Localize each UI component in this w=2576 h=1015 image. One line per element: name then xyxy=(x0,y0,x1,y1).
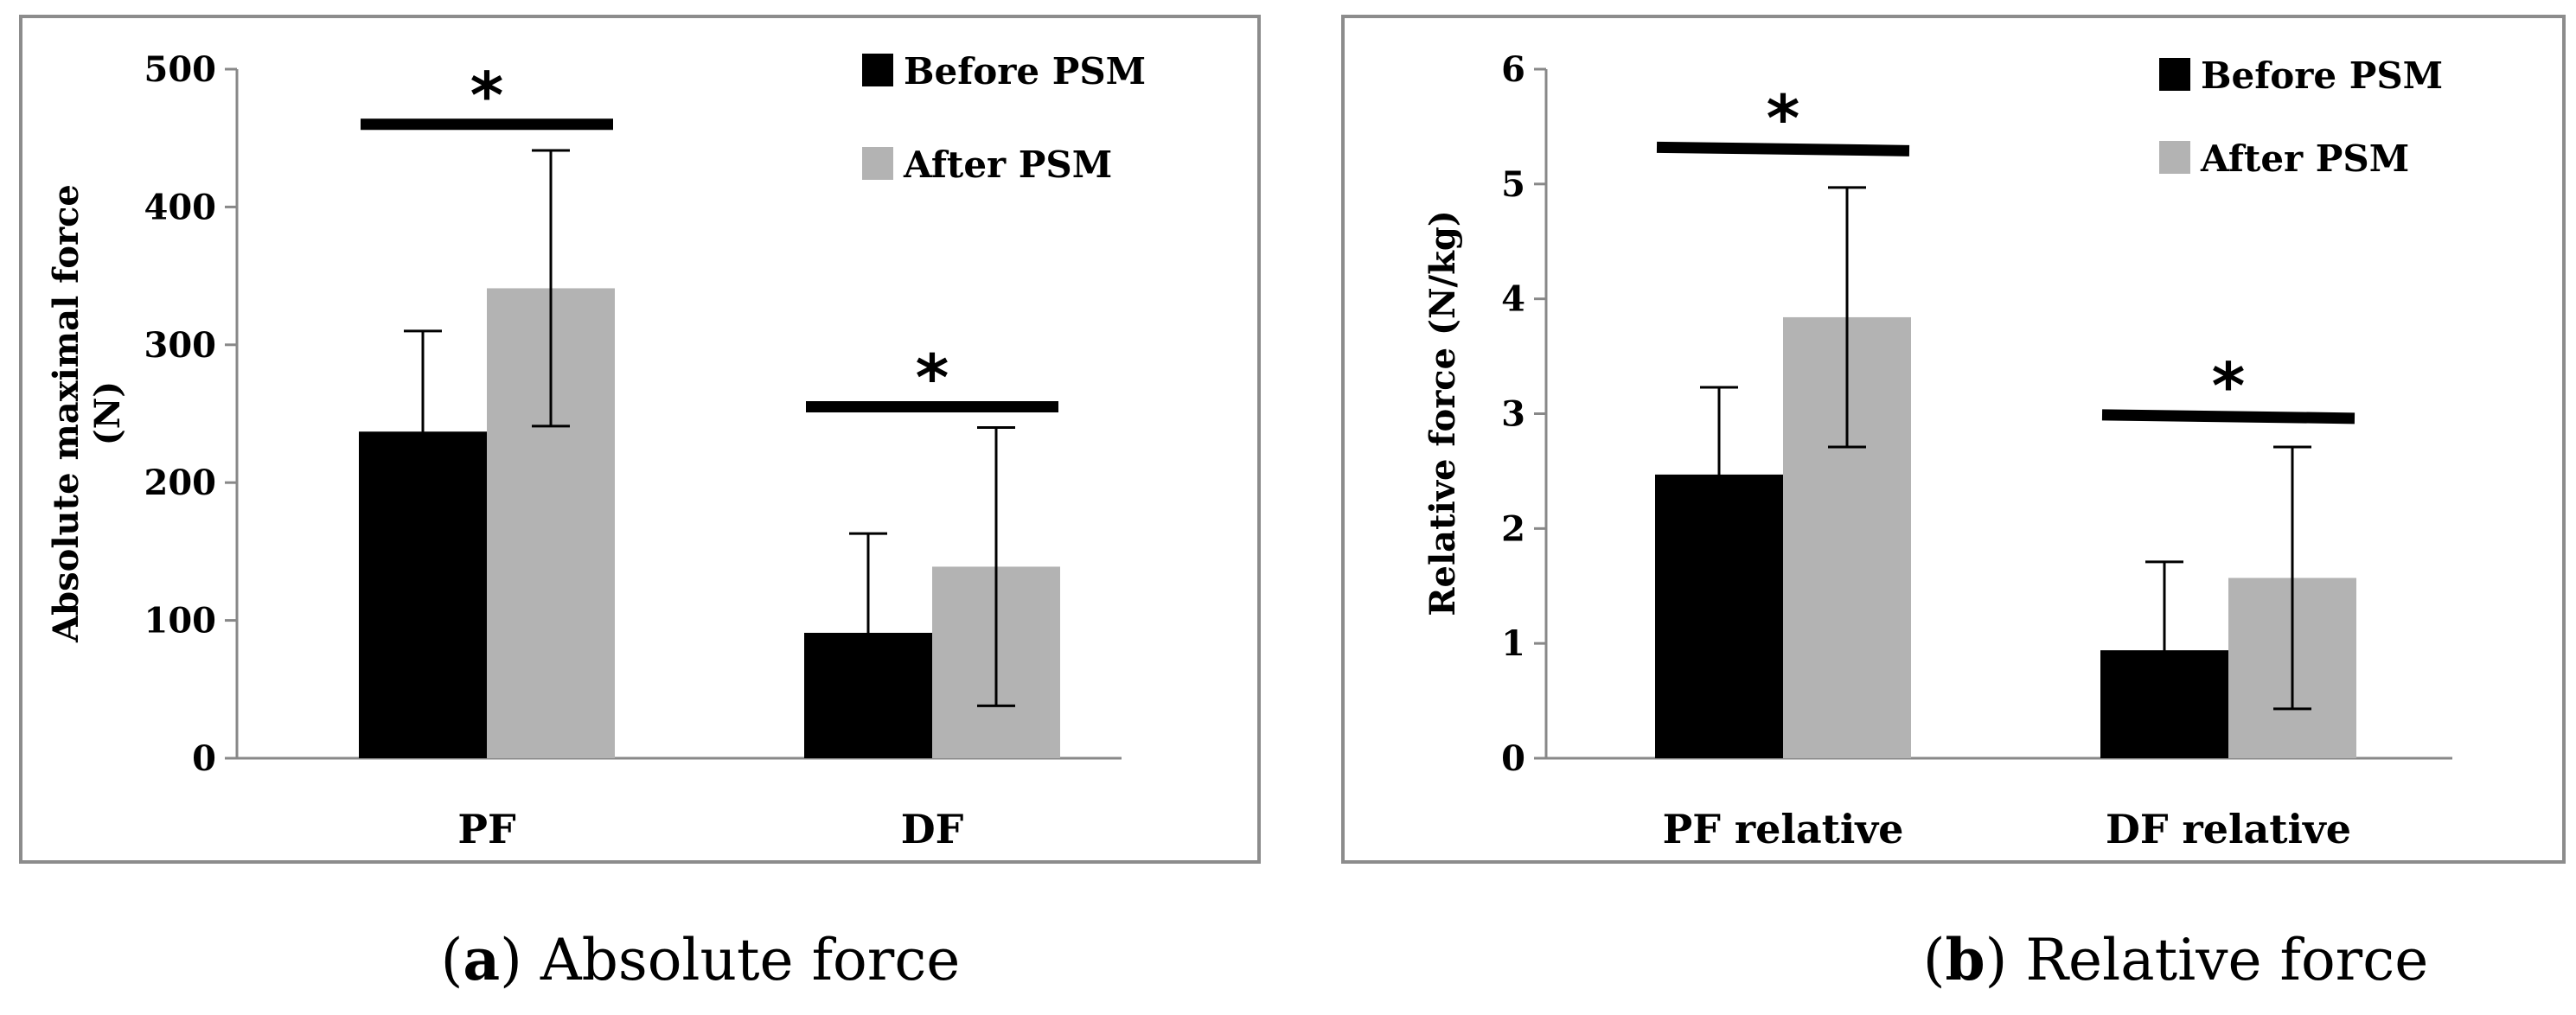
legend-swatch-before xyxy=(862,54,893,86)
legend-label: Before PSM xyxy=(2201,54,2443,97)
legend-swatch-after xyxy=(2159,141,2190,174)
legend-label: After PSM xyxy=(903,144,1112,186)
significance-star: * xyxy=(916,342,949,416)
y-tick-label: 400 xyxy=(144,187,217,227)
legend-swatch-before xyxy=(2159,58,2190,91)
x-category-label: PF xyxy=(457,806,516,852)
significance-line xyxy=(2101,409,2355,425)
y-tick-label: 5 xyxy=(1501,164,1525,205)
x-category-label: DF xyxy=(901,806,964,852)
x-category-label: PF relative xyxy=(1663,806,1904,852)
y-tick-label: 4 xyxy=(1501,279,1525,320)
panel-b-chart: 0 1 2 3 4 5 6 Relative force (N/kg) PF relative D… xyxy=(1341,15,2566,864)
legend-label: After PSM xyxy=(2200,137,2409,180)
significance-star: * xyxy=(1767,81,1800,156)
y-tick-label: 200 xyxy=(144,463,217,503)
significance-star: * xyxy=(470,59,504,133)
y-tick-label: 100 xyxy=(144,601,217,642)
y-axis-label: (N) xyxy=(87,381,128,445)
legend-swatch-after xyxy=(862,147,893,180)
y-tick-label: 1 xyxy=(1501,623,1525,664)
x-category-label: DF relative xyxy=(2106,806,2351,852)
y-tick-label: 500 xyxy=(144,49,217,90)
panel-b-caption: (b) Relative force xyxy=(1923,926,2429,993)
y-axis-label: Relative force (N/kg) xyxy=(1422,210,1463,616)
y-tick-label: 3 xyxy=(1501,394,1525,435)
significance-star: * xyxy=(2212,349,2246,424)
significance-line xyxy=(1656,141,1910,156)
legend-label: Before PSM xyxy=(904,50,1146,93)
y-tick-label: 6 xyxy=(1501,49,1525,90)
y-tick-label: 0 xyxy=(1501,738,1525,779)
panel-a-caption: (a) Absolute force xyxy=(441,926,961,993)
y-tick-label: 2 xyxy=(1501,508,1525,549)
panel-a-chart: 0 100 200 300 400 500 Absolute maximal force (N… xyxy=(19,15,1261,864)
panel-b-frame xyxy=(1341,15,2566,864)
panel-a-frame xyxy=(19,15,1261,864)
y-tick-label: 300 xyxy=(144,325,217,366)
y-axis-label: Absolute maximal force xyxy=(46,184,86,643)
y-tick-label: 0 xyxy=(192,738,216,779)
